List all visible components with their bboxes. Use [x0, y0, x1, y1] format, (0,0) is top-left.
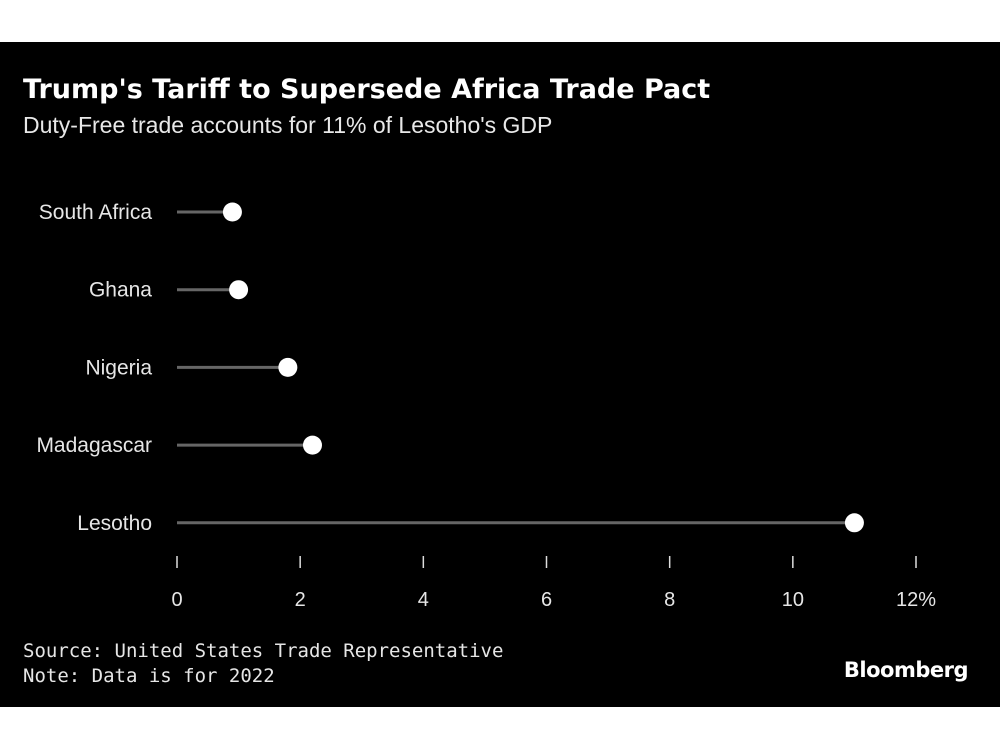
x-tick-label: 2	[295, 589, 306, 611]
x-tick-label: 12%	[896, 589, 936, 611]
x-tick-label: 10	[782, 589, 804, 611]
category-label: South Africa	[39, 201, 153, 224]
lollipop-dot	[302, 435, 322, 455]
lollipop-dot	[844, 513, 864, 533]
x-tick-label: 6	[541, 589, 552, 611]
chart-subtitle: Duty-Free trade accounts for 11% of Leso…	[23, 112, 553, 138]
bloomberg-logo: Bloomberg	[843, 658, 969, 682]
x-tick-label: 0	[171, 589, 182, 611]
lollipop-dot	[278, 357, 298, 377]
category-label: Nigeria	[85, 356, 152, 379]
source-note: Source: United States Trade Representati…	[23, 640, 504, 662]
category-label: Lesotho	[77, 512, 152, 535]
lollipop-dot	[222, 202, 242, 222]
data-note: Note: Data is for 2022	[23, 665, 275, 687]
chart-title: Trump's Tariff to Supersede Africa Trade…	[23, 74, 711, 105]
category-label: Madagascar	[36, 434, 152, 457]
chart-frame: Trump's Tariff to Supersede Africa Trade…	[0, 42, 1000, 707]
x-tick-label: 4	[418, 589, 429, 611]
category-label: Ghana	[89, 279, 152, 302]
lollipop-chart: South Africa Ghana Nigeria Madagascar Lesoth…	[36, 201, 936, 611]
lollipop-dot	[229, 280, 249, 300]
x-tick-label: 8	[664, 589, 675, 611]
chart-footer: Source: United States Trade Representati…	[23, 639, 503, 689]
